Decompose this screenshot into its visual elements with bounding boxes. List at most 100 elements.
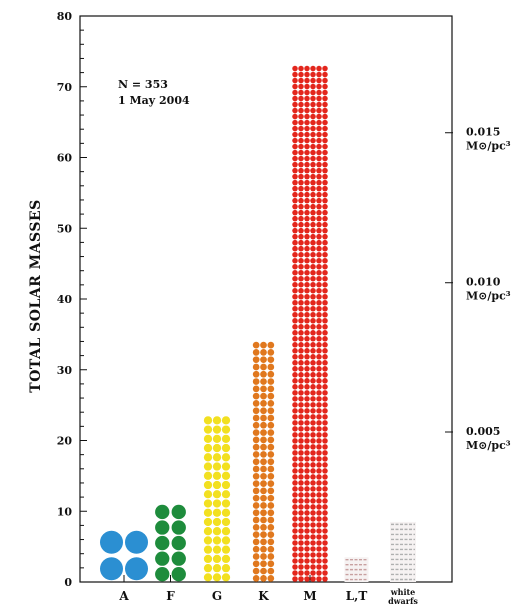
bar-marker — [267, 421, 275, 429]
bar-marker — [310, 468, 316, 474]
bar-marker — [260, 400, 267, 407]
bar-marker — [316, 522, 322, 528]
bar-marker — [310, 191, 316, 198]
bar-marker — [322, 426, 328, 432]
bar-marker — [310, 504, 316, 510]
bar-marker — [322, 498, 328, 504]
bar-marker — [260, 429, 267, 436]
bar-marker — [252, 407, 260, 415]
bar-marker — [304, 384, 310, 390]
bar-marker — [298, 119, 304, 126]
bar-marker — [267, 480, 275, 487]
bar-marker — [316, 492, 322, 498]
labels: 010203040506070800.015M⊙/pc³0.010M⊙/pc³0… — [57, 10, 511, 606]
bar-marker — [292, 510, 298, 516]
bar-marker — [292, 263, 298, 270]
bar-marker — [304, 119, 310, 126]
bar-marker — [298, 372, 304, 378]
bar-marker — [260, 443, 267, 451]
bar-marker — [292, 444, 298, 450]
right-axis-label-unit: M⊙/pc³ — [466, 439, 511, 452]
bar-marker — [221, 480, 231, 490]
bar-marker — [304, 95, 310, 102]
bar-marker — [292, 396, 298, 402]
bar-marker — [260, 341, 267, 349]
bar-marker — [298, 239, 304, 246]
bar-marker — [298, 384, 304, 390]
bar-marker — [322, 558, 328, 564]
bar-marker — [310, 474, 316, 480]
bar-marker — [252, 370, 260, 378]
bar-marker — [310, 522, 316, 528]
bar-marker — [310, 456, 316, 462]
bar-marker — [212, 443, 222, 453]
bar-marker — [316, 384, 322, 390]
bar-marker — [221, 554, 231, 564]
bar-marker — [212, 564, 222, 573]
bar-marker — [310, 317, 316, 324]
bar-marker — [316, 161, 322, 168]
bar-marker — [316, 342, 322, 348]
bar-marker — [316, 83, 322, 90]
bar-marker — [260, 480, 267, 487]
bar-marker — [252, 567, 260, 575]
bar-marker — [322, 516, 328, 522]
bar-marker — [322, 185, 328, 192]
bar-marker — [298, 311, 304, 318]
bar-marker — [298, 462, 304, 468]
bar-marker — [310, 444, 316, 450]
bar-marker — [260, 378, 267, 385]
bar-marker — [304, 324, 310, 330]
bar-marker — [298, 293, 304, 300]
bar-marker — [304, 77, 310, 84]
bar-marker — [316, 462, 322, 468]
bar-marker — [298, 299, 304, 306]
bar-marker — [292, 221, 298, 228]
bar-marker — [292, 462, 298, 468]
right-axis-label-value: 0.015 — [466, 126, 500, 139]
bar-marker — [267, 523, 275, 531]
bar-marker — [304, 143, 310, 150]
bar-marker — [310, 426, 316, 432]
bar-marker — [316, 137, 322, 144]
bar-marker — [316, 185, 322, 192]
bar-marker — [322, 257, 328, 264]
bar-marker — [316, 426, 322, 432]
bar-marker — [304, 185, 310, 192]
bar-marker — [292, 227, 298, 234]
bar-marker — [267, 538, 275, 546]
bar-marker — [292, 564, 298, 570]
bar-marker — [322, 203, 328, 210]
bar-marker — [292, 324, 298, 330]
bar-marker — [316, 336, 322, 342]
bar-marker — [252, 509, 260, 517]
bar-marker — [310, 558, 316, 564]
bar-marker — [304, 390, 310, 396]
bar-marker — [310, 311, 316, 318]
bar-marker — [260, 545, 267, 553]
bar-marker — [100, 557, 123, 581]
bar-marker — [316, 143, 322, 150]
bar-marker — [316, 101, 322, 108]
bar-marker — [304, 450, 310, 456]
y-tick-label: 0 — [64, 576, 72, 589]
right-axis-label-unit: M⊙/pc³ — [466, 140, 511, 153]
bar-marker — [267, 429, 275, 436]
bar-marker — [292, 384, 298, 390]
bar-marker — [252, 363, 260, 371]
bar-marker — [322, 546, 328, 552]
bar-marker — [260, 553, 267, 560]
bar-marker — [304, 251, 310, 258]
bar-marker — [267, 443, 275, 451]
bar-marker — [252, 502, 260, 509]
bar-marker — [322, 414, 328, 420]
bar-marker — [322, 534, 328, 540]
bar-marker — [267, 385, 275, 393]
bar-marker — [298, 131, 304, 138]
bar-marker — [292, 305, 298, 312]
bar-marker — [304, 522, 310, 528]
bar-marker — [304, 372, 310, 378]
bar-marker — [171, 551, 186, 566]
bar-marker — [298, 360, 304, 366]
bar-marker — [212, 490, 222, 499]
